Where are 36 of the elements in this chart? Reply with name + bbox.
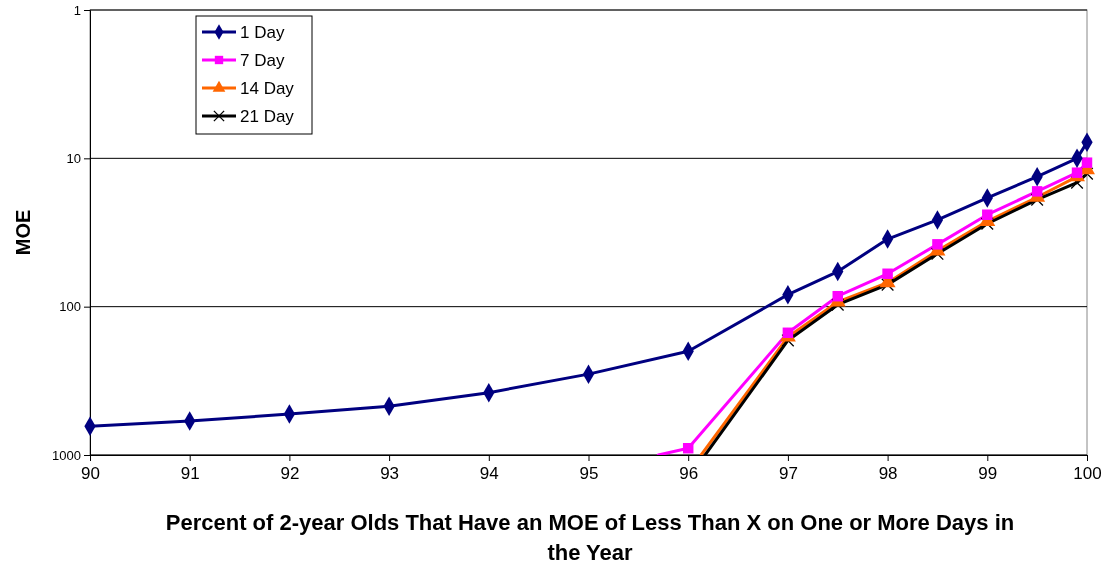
x-tick-label: 99: [978, 464, 998, 484]
x-tick-label: 97: [778, 464, 798, 484]
point: [1080, 167, 1094, 181]
x-tick-label: 93: [380, 464, 400, 484]
point: [930, 247, 944, 261]
y-axis-title: MOE: [12, 209, 34, 256]
point: [982, 209, 993, 220]
point: [1071, 167, 1083, 178]
point: [1081, 157, 1093, 168]
x-tick-label: 100: [1073, 464, 1102, 484]
x-tick-label: 98: [878, 464, 898, 484]
point: [832, 290, 843, 302]
y-tick-label: 1: [73, 2, 81, 18]
x-tick-label: 95: [579, 464, 599, 484]
y-tick-label: 10: [66, 150, 81, 166]
x-tick-label: 94: [479, 464, 499, 484]
point: [682, 442, 694, 454]
legend-label: 7 Day: [240, 51, 285, 70]
legend-label: 14 Day: [240, 79, 295, 98]
point: [1030, 193, 1044, 207]
x-tick-label: 90: [81, 464, 100, 484]
x-axis-title: Percent of 2-year Olds That Have an MOE of Less Than X on One or More Days in the Year: [165, 510, 1015, 565]
point: [932, 239, 943, 250]
x-tick-label: 92: [280, 464, 300, 484]
point: [980, 217, 994, 231]
x-tick-label: 96: [679, 464, 699, 484]
x-tick-label: 91: [180, 464, 200, 484]
legend-label: 21 Day: [240, 107, 295, 126]
point: [831, 298, 845, 312]
y-tick-label: 1000: [52, 447, 81, 463]
point: [1031, 186, 1043, 197]
point: [881, 278, 895, 292]
legend-label: 1 Day: [240, 23, 285, 42]
point: [781, 334, 795, 347]
point: [882, 268, 893, 279]
y-tick-label: 100: [59, 299, 81, 315]
